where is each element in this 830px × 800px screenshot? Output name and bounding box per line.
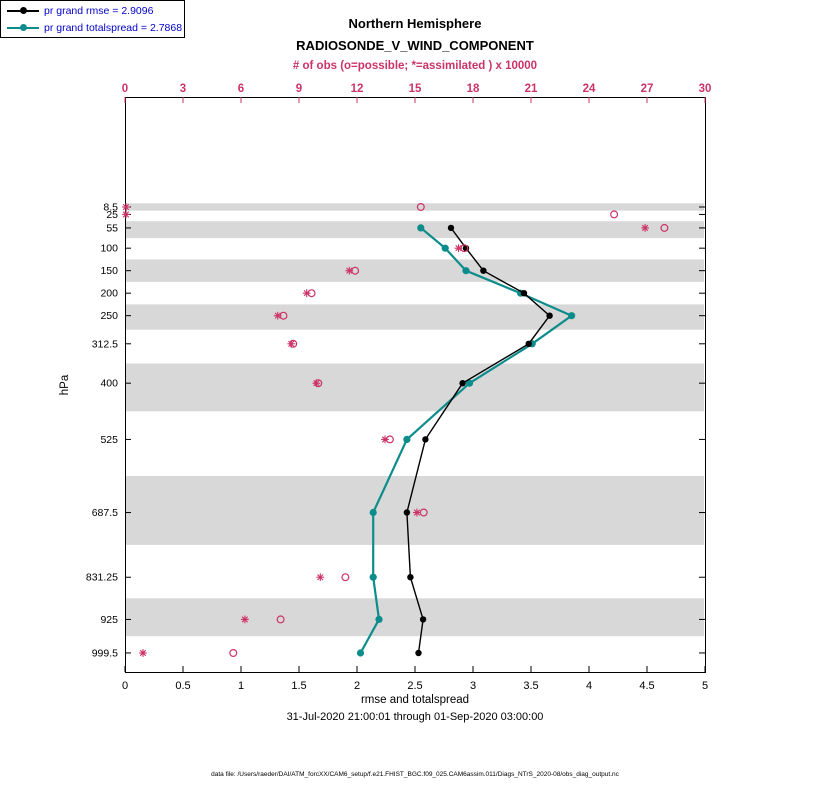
shaded-level-bands <box>126 203 704 637</box>
svg-text:1: 1 <box>238 680 244 692</box>
svg-text:0.5: 0.5 <box>175 680 190 692</box>
totalspread-series <box>356 224 576 657</box>
svg-text:150: 150 <box>100 265 118 277</box>
legend-label-rmse: pr grand rmse = 2.9096 <box>44 4 154 17</box>
bottom-axis-tick-labels: 0 0.5 1 1.5 2 2.5 3 3.5 4 4.5 5 <box>122 680 708 692</box>
svg-text:687.5: 687.5 <box>92 507 118 519</box>
svg-text:250: 250 <box>100 310 118 322</box>
svg-text:0: 0 <box>122 83 128 95</box>
svg-text:9: 9 <box>296 83 302 95</box>
plot-title-variable: RADIOSONDE_V_WIND_COMPONENT <box>296 38 534 53</box>
svg-text:15: 15 <box>409 83 422 95</box>
svg-text:400: 400 <box>100 378 118 390</box>
svg-text:18: 18 <box>467 83 480 95</box>
totalspread-line-sample-icon <box>7 23 39 32</box>
legend-label-totalspread: pr grand totalspread = 2.7868 <box>44 21 183 34</box>
svg-text:8.5: 8.5 <box>103 202 118 214</box>
svg-text:525: 525 <box>100 434 118 446</box>
date-range-label: 31-Jul-2020 21:00:01 through 01-Sep-2020… <box>286 711 544 723</box>
svg-text:999.5: 999.5 <box>92 648 118 660</box>
data-file-footnote: data file: /Users/raeder/DAI/ATM_forcXX/… <box>211 771 619 778</box>
rmse-series <box>403 224 553 657</box>
legend: pr grand rmse = 2.9096 pr grand totalspr… <box>0 0 185 38</box>
obs-count-axis-label: # of obs (o=possible; *=assimilated ) x … <box>292 60 538 72</box>
rmse-line-sample-icon <box>7 6 39 15</box>
totalspread-marker-swatch <box>19 24 27 31</box>
svg-text:24: 24 <box>583 83 596 95</box>
svg-text:55: 55 <box>106 222 118 234</box>
top-axis-tick-labels: 0 3 6 9 12 15 18 21 24 27 30 <box>122 83 712 95</box>
rmse-marker-swatch <box>19 7 27 14</box>
legend-item-totalspread: pr grand totalspread = 2.7868 <box>1 20 184 35</box>
svg-text:2.5: 2.5 <box>407 680 422 692</box>
obs-assimilated-markers <box>122 203 649 657</box>
svg-text:925: 925 <box>100 614 118 626</box>
svg-text:200: 200 <box>100 288 118 300</box>
svg-text:100: 100 <box>100 243 118 255</box>
axis-ticks <box>124 97 706 672</box>
y-axis-label: hPa <box>59 374 71 396</box>
svg-text:3: 3 <box>180 83 186 95</box>
svg-text:21: 21 <box>525 83 538 95</box>
svg-text:30: 30 <box>699 83 712 95</box>
svg-text:3.5: 3.5 <box>523 680 538 692</box>
svg-text:3: 3 <box>470 680 476 692</box>
svg-text:4: 4 <box>586 680 592 692</box>
svg-text:12: 12 <box>351 83 364 95</box>
plot-title-region: Northern Hemisphere <box>348 16 482 31</box>
x-axis-label: rmse and totalspread <box>360 694 470 706</box>
svg-text:25: 25 <box>106 209 118 221</box>
svg-text:6: 6 <box>238 83 244 95</box>
svg-text:1.5: 1.5 <box>291 680 306 692</box>
svg-text:2: 2 <box>354 680 360 692</box>
svg-text:27: 27 <box>641 83 654 95</box>
svg-text:5: 5 <box>702 680 708 692</box>
svg-text:831.25: 831.25 <box>86 572 118 584</box>
svg-text:0: 0 <box>122 680 128 692</box>
svg-text:4.5: 4.5 <box>639 680 654 692</box>
svg-text:312.5: 312.5 <box>92 338 118 350</box>
legend-item-rmse: pr grand rmse = 2.9096 <box>1 3 184 18</box>
